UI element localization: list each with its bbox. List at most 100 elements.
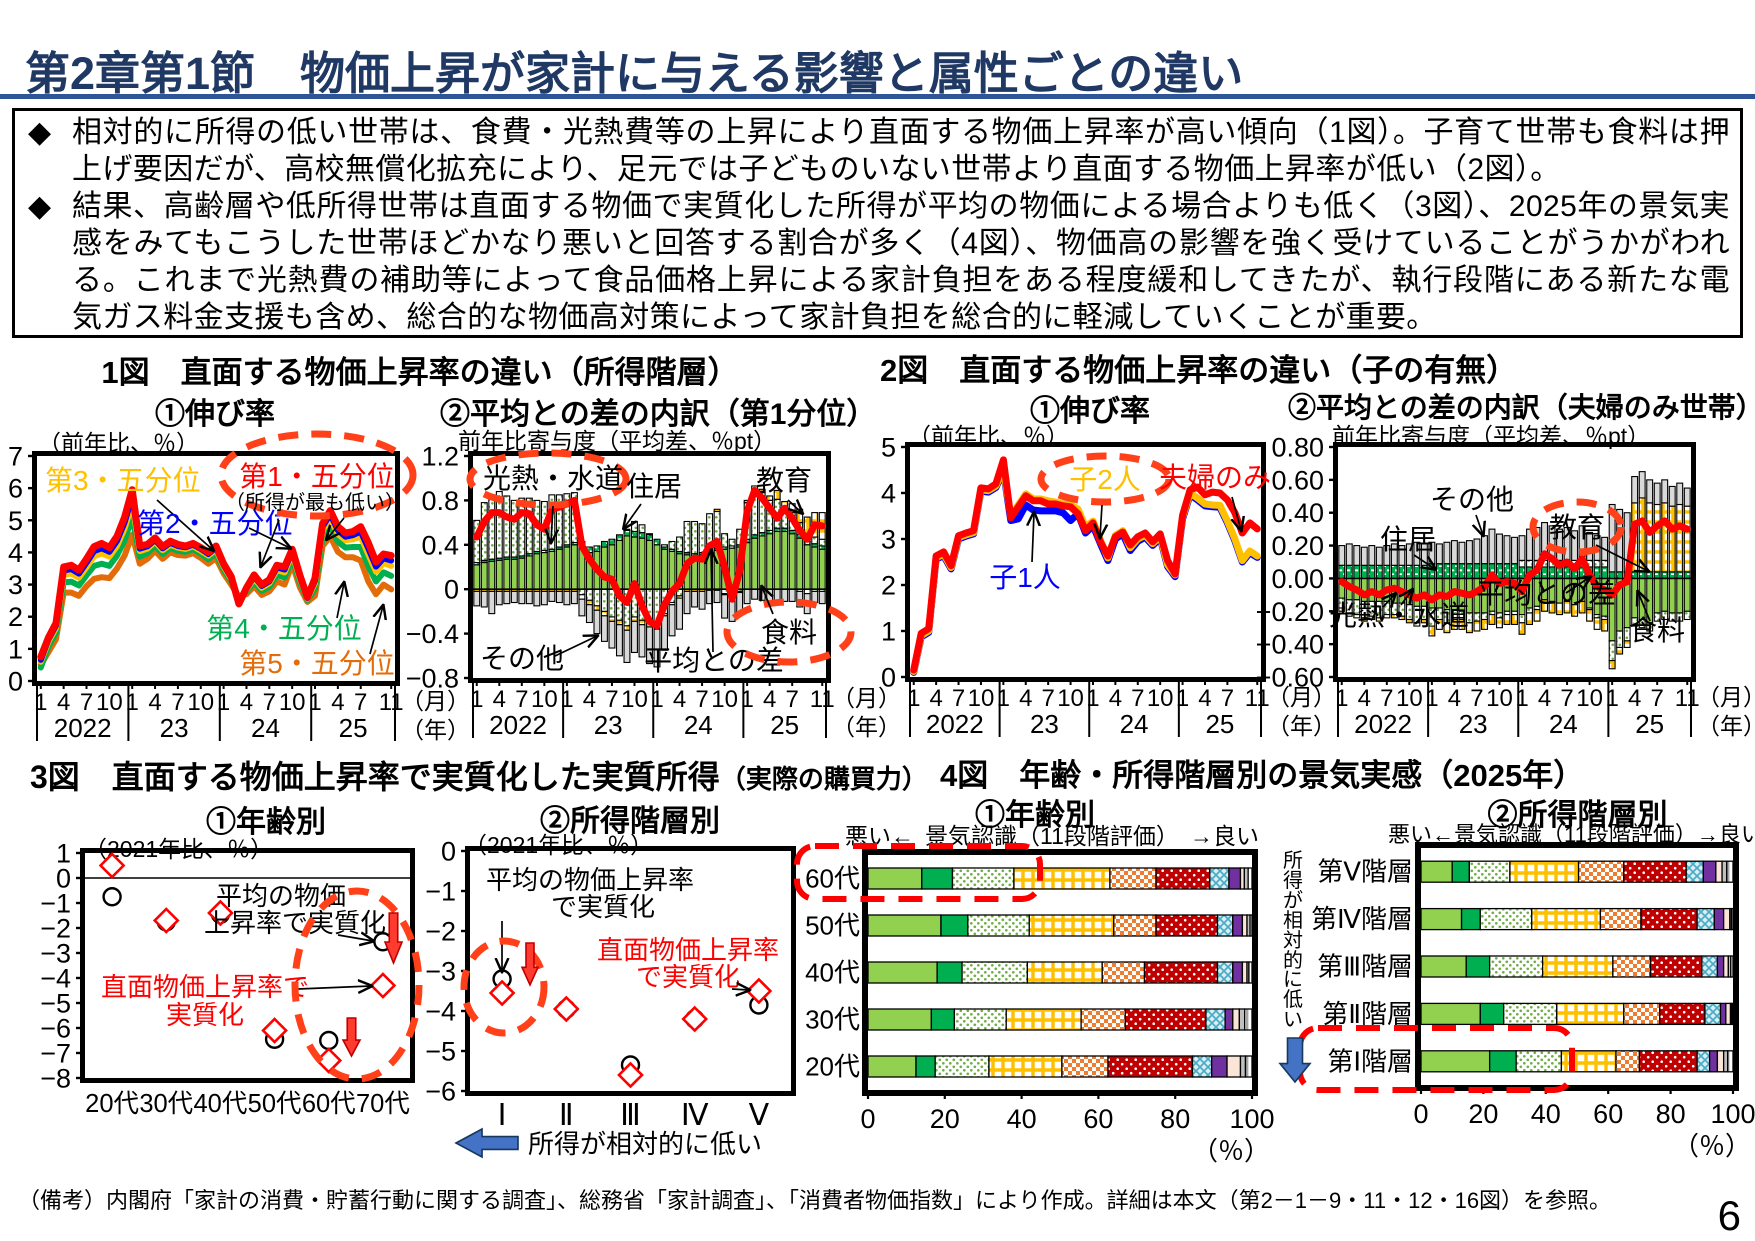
- hbar-segment: [936, 961, 963, 984]
- bar-segment-utilities: [578, 588, 586, 596]
- annotation-label: 第2・五分位: [137, 508, 293, 539]
- bar-segment-other: [1473, 538, 1481, 565]
- bar-segment-education: [1353, 614, 1361, 619]
- bar-segment-housing: [1458, 563, 1466, 579]
- hbar-segment: [951, 867, 1015, 890]
- x-tick-label: 4: [57, 689, 70, 716]
- hbar-segment: [867, 1008, 933, 1031]
- bar-segment-utilities: [600, 588, 608, 612]
- hbar-segment: [1080, 1008, 1126, 1031]
- bar-segment-education: [1495, 617, 1503, 629]
- bar-segment-utilities: [1676, 612, 1684, 622]
- hbar-segment: [1209, 867, 1230, 890]
- hbar-segment: [1232, 1008, 1240, 1031]
- bar-segment-other: [721, 594, 729, 619]
- bar-segment-education: [638, 619, 646, 626]
- bar-segment-utilities: [646, 533, 653, 536]
- bar-segment-housing: [1353, 564, 1361, 579]
- month-axis-unit: （月）: [401, 688, 470, 714]
- x-tick-label: 100: [1229, 1104, 1274, 1134]
- hbar-segment: [1224, 1008, 1234, 1031]
- bar-segment-other: [818, 590, 826, 605]
- bar-segment-housing: [1518, 566, 1526, 579]
- bar-segment-housing: [638, 532, 646, 539]
- bar-segment-other: [1503, 535, 1511, 565]
- x-tick-label: 4: [331, 689, 344, 716]
- bar-segment-utilities: [1653, 612, 1661, 622]
- hbar-segment: [1247, 867, 1253, 890]
- hbar-segment: [967, 914, 1030, 937]
- bar-segment-utilities: [728, 538, 736, 547]
- source-note: （備考）内閣府「家計の消費・貯蓄行動に関する調査」、総務省「家計調査」、「消費者…: [18, 1188, 1612, 1213]
- year-label: 2022: [489, 710, 547, 740]
- row-label: 30代: [805, 1005, 860, 1035]
- bar-segment-utilities: [630, 520, 638, 533]
- bar-segment-other: [570, 590, 578, 605]
- highlight-dashed-rect: [1297, 1025, 1575, 1093]
- highlight-dashed-ellipse: [466, 449, 630, 509]
- annotation-label: （所得が最も低い）: [225, 491, 405, 514]
- hbar-segment: [961, 961, 1029, 984]
- bar-segment-food: [1683, 577, 1691, 612]
- bar-segment-food: [555, 548, 563, 590]
- bar-segment-education: [578, 594, 586, 600]
- bar-segment-food: [781, 530, 789, 590]
- y-tick-label: 0.8: [421, 486, 459, 516]
- bar-segment-utilities: [721, 533, 729, 548]
- bar-segment-education: [1623, 640, 1631, 648]
- hbar-segment: [1420, 1002, 1481, 1026]
- hbar-segment: [1109, 867, 1157, 890]
- hbar-segment: [1612, 955, 1651, 978]
- leader-arrow: [156, 499, 213, 550]
- bar-segment-utilities: [585, 588, 593, 601]
- bar-segment-housing: [1563, 566, 1571, 579]
- bar-segment-education: [1450, 618, 1458, 630]
- bar-segment-education: [608, 616, 616, 622]
- bar-segment-housing: [1375, 564, 1383, 579]
- bar-segment-other: [1683, 487, 1691, 507]
- fig3-right-unit: （2021年比、％）: [464, 832, 654, 858]
- chart-breakdown-q1-vs-average: 1.2 0.8 0.4 0 −0.4 −0.8 1 4 7 10 1 4 7 10 1 4 7 10 1 4 7 11 20…: [403, 414, 901, 758]
- marker-diamond: [488, 979, 516, 1007]
- bar-segment-other: [1450, 540, 1458, 565]
- x-tick-label: 10: [1396, 685, 1423, 712]
- fig4-side-note-vertical: 所得が相対的に低い: [1283, 850, 1303, 1032]
- leader-arrow: [1595, 544, 1648, 571]
- bar-segment-other: [676, 597, 684, 630]
- year-label: 2022: [54, 713, 112, 743]
- year-axis-unit: （年）: [1697, 713, 1755, 739]
- bar-segment-education: [600, 610, 608, 617]
- bar-segment-utilities: [1495, 612, 1503, 619]
- highlight-dashed-ellipse: [291, 887, 423, 1083]
- marker-diamond: [552, 995, 580, 1023]
- bar-segment-housing: [630, 530, 638, 538]
- bar-segment-education: [1488, 614, 1496, 625]
- bar-segment-housing: [1668, 571, 1676, 579]
- hbar-segment: [1479, 1002, 1505, 1026]
- x-category-label: 30代: [139, 1090, 193, 1118]
- annotation-label: 第3・五分位: [45, 465, 201, 496]
- hbar-segment: [940, 914, 969, 937]
- annotation-label: その他: [480, 643, 564, 674]
- bar-segment-education: [1375, 617, 1383, 622]
- fig3-title-sub: （実際の購買力）: [719, 764, 928, 794]
- bar-segment-housing: [1338, 564, 1346, 579]
- x-tick-label: 10: [279, 689, 306, 716]
- bar-segment-food: [495, 559, 503, 590]
- bar-segment-other: [600, 615, 608, 642]
- hbar-segment: [1205, 1008, 1226, 1031]
- bar-segment-utilities: [676, 536, 684, 553]
- y-tick-label: 0: [444, 575, 459, 605]
- year-label: 25: [1205, 709, 1234, 739]
- bar-segment-utilities: [555, 494, 563, 548]
- chart-sentiment-by-age: 0 20 40 60 80 100 （％） 60代 50代 40代 30代 20代: [794, 813, 1326, 1170]
- bar-segment-utilities: [1518, 559, 1526, 568]
- bar-segment-other: [563, 590, 571, 606]
- hbar-segment: [1191, 1055, 1213, 1078]
- marker-diamond: [681, 1005, 709, 1033]
- bar-segment-other: [555, 590, 563, 604]
- y-tick-label: 1: [8, 634, 23, 664]
- x-tick-label: 40: [1531, 1099, 1561, 1129]
- x-tick-label: 7: [80, 689, 93, 716]
- bar-segment-other: [518, 590, 526, 605]
